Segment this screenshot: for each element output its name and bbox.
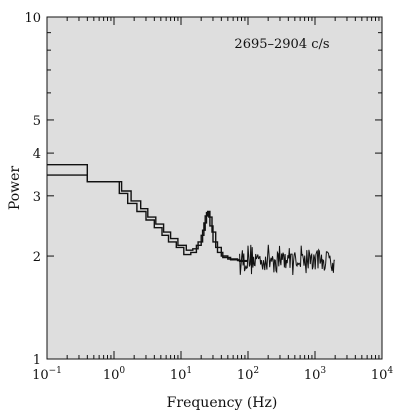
axis-ticks xyxy=(46,16,383,360)
x-tick-label: 100 xyxy=(103,366,126,383)
x-tick-label: 103 xyxy=(304,366,327,383)
noise-band xyxy=(239,244,335,276)
y-tick-label: 4 xyxy=(33,147,41,162)
x-tick-label: 10−1 xyxy=(32,366,62,383)
plot-area xyxy=(46,16,383,360)
y-axis-title: Power xyxy=(7,166,23,211)
series-line-2 xyxy=(47,174,248,262)
x-axis-title: Frequency (Hz) xyxy=(167,395,278,411)
series-line-1 xyxy=(47,164,248,262)
y-tick-label: 10 xyxy=(24,11,41,26)
x-tick-label: 101 xyxy=(170,366,192,383)
y-tick-label: 2 xyxy=(33,250,41,265)
y-tick-label: 5 xyxy=(33,114,41,129)
series-group xyxy=(47,164,335,276)
annotation-text: 2695–2904 c/s xyxy=(234,37,329,52)
y-tick-labels: 1 2 3 4 5 10 xyxy=(24,11,41,368)
x-tick-label: 104 xyxy=(371,366,394,383)
y-tick-label: 1 xyxy=(33,353,41,368)
y-tick-label: 3 xyxy=(33,190,41,205)
x-tick-labels: 10−1 100 101 102 103 104 xyxy=(32,366,393,383)
x-tick-label: 102 xyxy=(237,366,259,383)
